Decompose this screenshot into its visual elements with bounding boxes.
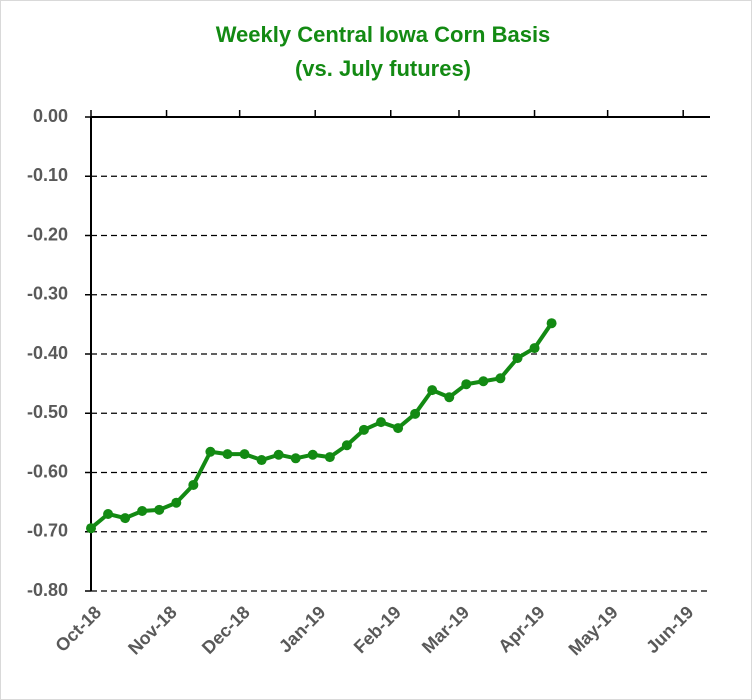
data-point bbox=[154, 504, 165, 515]
y-tick-label: -0.80 bbox=[27, 580, 68, 600]
y-tick-label: -0.40 bbox=[27, 343, 68, 363]
data-point bbox=[222, 449, 233, 460]
y-tick-label: -0.60 bbox=[27, 461, 68, 481]
data-point bbox=[256, 455, 267, 466]
y-tick-label: -0.70 bbox=[27, 521, 68, 541]
chart-title: Weekly Central Iowa Corn Basis bbox=[216, 22, 551, 47]
y-tick-label: -0.20 bbox=[27, 224, 68, 244]
data-point bbox=[86, 523, 96, 534]
data-point bbox=[205, 446, 216, 457]
data-point bbox=[324, 452, 335, 463]
data-point bbox=[512, 353, 523, 364]
data-point bbox=[307, 449, 318, 460]
data-point bbox=[393, 423, 404, 434]
data-point bbox=[427, 385, 438, 396]
data-point bbox=[546, 318, 557, 329]
y-tick-label: -0.10 bbox=[27, 165, 68, 185]
data-point bbox=[188, 479, 199, 490]
data-point bbox=[529, 343, 540, 354]
data-point bbox=[444, 392, 455, 403]
data-point bbox=[239, 449, 250, 460]
data-point bbox=[410, 408, 421, 419]
chart-subtitle: (vs. July futures) bbox=[295, 56, 471, 81]
data-point bbox=[290, 453, 301, 464]
data-line bbox=[89, 322, 554, 530]
data-point bbox=[341, 440, 352, 451]
y-tick-label: -0.30 bbox=[27, 284, 68, 304]
data-point bbox=[120, 513, 131, 524]
data-point bbox=[478, 376, 489, 387]
data-point bbox=[358, 424, 369, 435]
data-point bbox=[461, 379, 472, 390]
data-point bbox=[137, 506, 148, 517]
data-point bbox=[495, 373, 506, 384]
data-point bbox=[171, 497, 182, 508]
y-tick-label: -0.50 bbox=[27, 402, 68, 422]
data-point bbox=[103, 508, 114, 519]
data-point bbox=[376, 417, 387, 428]
y-tick-label: 0.00 bbox=[33, 106, 68, 126]
data-point bbox=[273, 449, 284, 460]
